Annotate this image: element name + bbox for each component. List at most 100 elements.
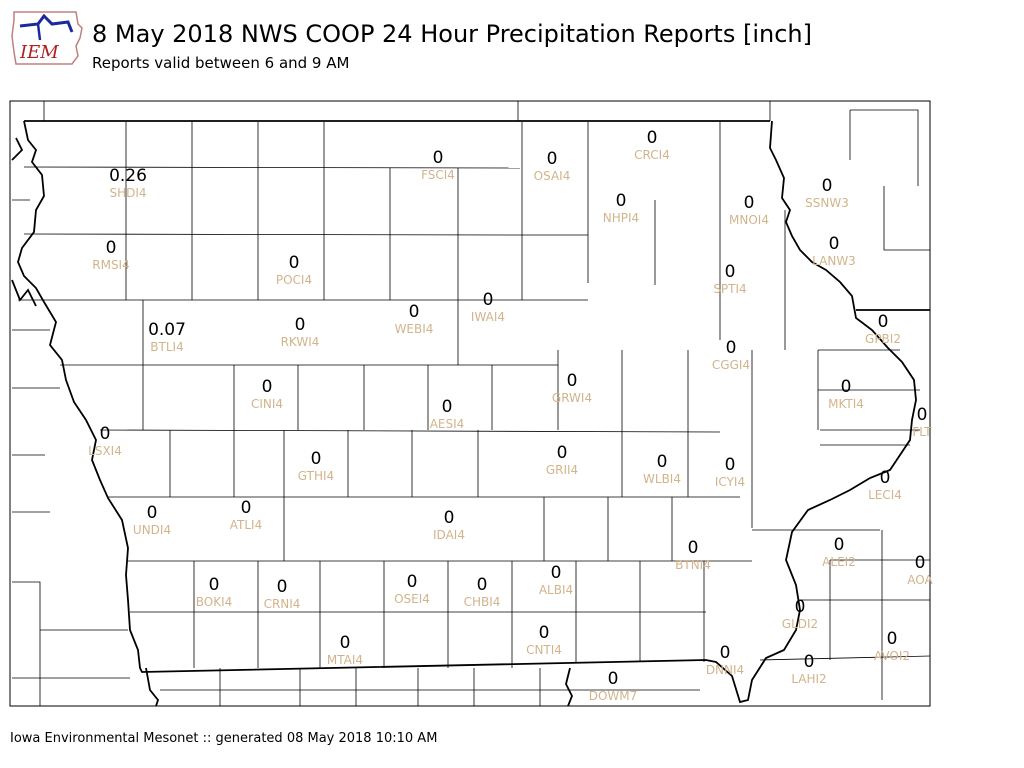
precip-value: 0 (241, 498, 252, 518)
station-id: MNOI4 (729, 213, 769, 227)
precip-value: 0 (477, 575, 488, 595)
station-id: WLBI4 (643, 472, 681, 486)
state-boundaries (11, 120, 930, 706)
station-id: LANW3 (812, 254, 856, 268)
precip-value: 0 (725, 262, 736, 282)
station-id: BTLI4 (150, 340, 183, 354)
precip-value: 0 (804, 652, 815, 672)
station-id: OSEI4 (394, 592, 430, 606)
precip-value: 0 (880, 468, 891, 488)
precip-value: 0 (340, 633, 351, 653)
precip-value: 0 (834, 535, 845, 555)
station-id: AOA (907, 573, 933, 587)
station-id: IDAI4 (433, 528, 465, 542)
precip-value: 0 (444, 508, 455, 528)
station-id: ATLI4 (230, 518, 262, 532)
precip-value: 0 (295, 315, 306, 335)
station-id: CINI4 (251, 397, 283, 411)
station-id: GRII4 (546, 463, 578, 477)
station-id: GLDI2 (782, 617, 818, 631)
precip-value: 0 (100, 424, 111, 444)
station-id: CHBI4 (464, 595, 501, 609)
precip-value: 0 (539, 623, 550, 643)
precip-value: 0 (547, 149, 558, 169)
station-id: CGGI4 (712, 358, 750, 372)
station-id: OSAI4 (534, 169, 571, 183)
precip-value: 0 (106, 238, 117, 258)
station-id: BTNI4 (675, 558, 711, 572)
station-id: GTHI4 (298, 469, 334, 483)
precip-value: 0 (567, 371, 578, 391)
precip-value: 0 (608, 669, 619, 689)
precip-value: 0 (311, 449, 322, 469)
station-id: AVOI2 (874, 649, 910, 663)
page-subtitle: Reports valid between 6 and 9 AM (92, 54, 350, 72)
precip-value: 0 (829, 234, 840, 254)
station-id: ALBI4 (539, 583, 573, 597)
map-frame (9, 100, 931, 707)
station-id: UNDI4 (133, 523, 171, 537)
precip-value: 0 (209, 575, 220, 595)
precip-value: 0 (616, 191, 627, 211)
precip-value: 0 (917, 405, 928, 425)
precip-value: 0 (657, 452, 668, 472)
iem-logo: IEM (11, 11, 83, 65)
station-id: AESI4 (430, 417, 465, 431)
precip-value: 0 (277, 577, 288, 597)
precip-value: 0 (878, 312, 889, 332)
precip-value: 0 (407, 572, 418, 592)
station-id: CRNI4 (264, 597, 301, 611)
station-reports: 0.26SHDI40RMSI40.07BTLI40LSXI40UNDI40BOK… (88, 128, 933, 703)
station-id: LECI4 (868, 488, 902, 502)
precip-value: 0 (726, 338, 737, 358)
precip-value: 0 (915, 553, 926, 573)
precip-value: 0 (887, 629, 898, 649)
precip-value: 0 (822, 176, 833, 196)
precip-value: 0 (647, 128, 658, 148)
station-id: SHDI4 (109, 186, 146, 200)
precip-value: 0 (289, 253, 300, 273)
precip-value: 0 (744, 193, 755, 213)
precip-value: 0 (433, 148, 444, 168)
station-id: NHPI4 (603, 211, 639, 225)
station-id: FSCI4 (421, 168, 455, 182)
footer-text: Iowa Environmental Mesonet :: generated … (10, 731, 438, 746)
station-id: MKTI4 (828, 397, 864, 411)
precip-value: 0 (409, 302, 420, 322)
precip-value: 0 (795, 597, 806, 617)
